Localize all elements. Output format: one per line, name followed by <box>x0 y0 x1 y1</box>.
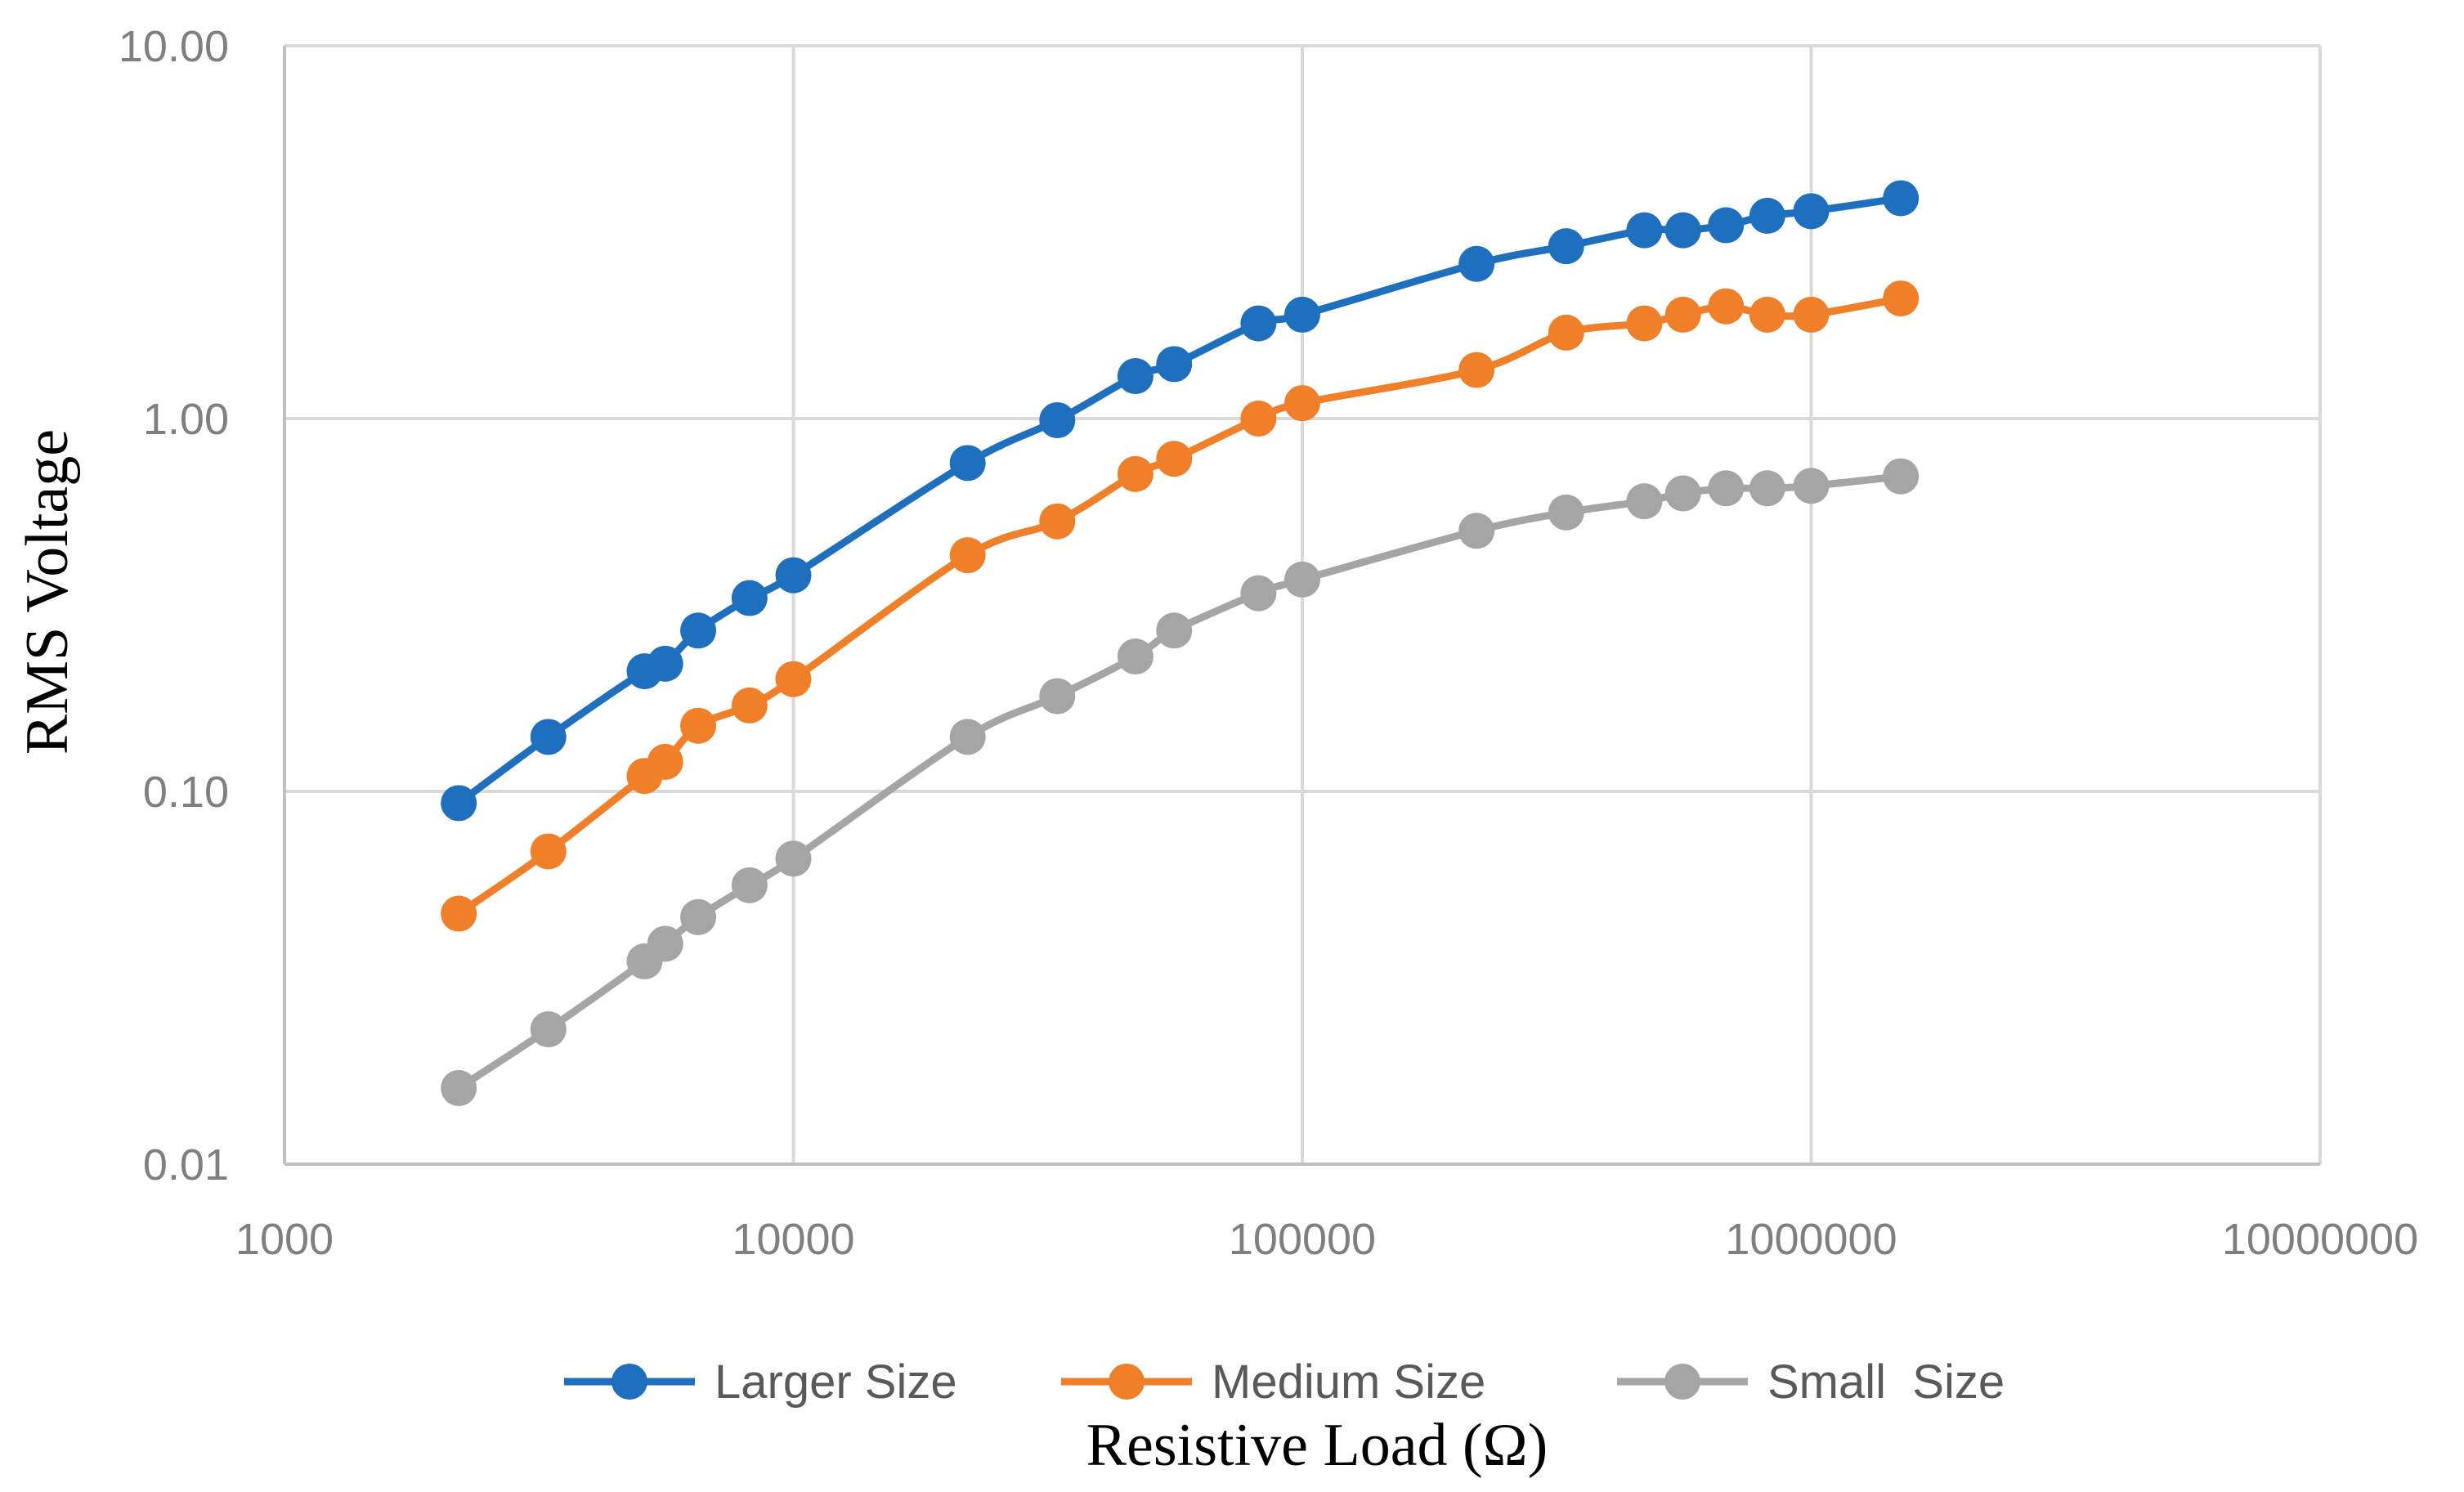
data-point <box>1793 193 1830 230</box>
data-point <box>775 557 812 594</box>
x-tick-label: 1000 <box>235 1215 334 1264</box>
data-point <box>1548 494 1584 531</box>
data-point <box>1117 455 1154 492</box>
data-point <box>1240 401 1277 437</box>
data-point <box>680 898 717 935</box>
data-point <box>680 612 717 649</box>
data-point <box>1626 483 1663 520</box>
data-point <box>949 445 986 482</box>
data-point <box>647 743 683 780</box>
data-point <box>1793 296 1830 333</box>
data-point <box>731 580 768 616</box>
data-point <box>530 719 567 755</box>
data-point <box>731 867 768 903</box>
data-point <box>1708 207 1745 244</box>
data-point <box>1458 245 1495 282</box>
legend-label: Medium Size <box>1212 1355 1485 1409</box>
data-point <box>1156 346 1193 383</box>
legend-item-small-size: Small Size <box>1617 1355 2005 1409</box>
legend-label: Small Size <box>1767 1355 2005 1409</box>
data-point <box>1548 314 1584 351</box>
data-point <box>1708 470 1745 507</box>
legend-swatch-marker <box>612 1364 647 1400</box>
data-point <box>1284 561 1320 598</box>
legend: Larger Size Medium Size Small Size <box>564 1355 2005 1409</box>
data-point <box>441 1069 477 1106</box>
data-point <box>949 537 986 574</box>
data-point <box>1039 503 1076 540</box>
data-point <box>1749 470 1785 507</box>
data-point <box>1156 441 1193 477</box>
data-point <box>1708 288 1745 325</box>
data-point <box>1883 180 1920 217</box>
data-series <box>441 180 1920 1106</box>
data-point <box>731 687 768 724</box>
y-tick-label: 0.10 <box>143 768 229 817</box>
tick-labels: 1000 10000 100000 1000000 10000000 0.01 0.10 1.… <box>119 22 2418 1264</box>
legend-swatch-marker <box>1109 1364 1145 1400</box>
data-point <box>1284 296 1320 333</box>
series-small-size <box>441 458 1920 1106</box>
data-point <box>647 925 683 962</box>
data-point <box>1749 197 1785 234</box>
series-line-medium-size <box>455 294 1905 918</box>
legend-label: Larger Size <box>715 1355 957 1409</box>
data-point <box>1458 352 1495 388</box>
data-point <box>1458 513 1495 549</box>
data-point <box>680 707 717 744</box>
data-point <box>530 1011 567 1048</box>
data-point <box>441 895 477 932</box>
data-point <box>949 719 986 755</box>
data-point <box>1749 296 1785 333</box>
legend-swatch-marker <box>1664 1364 1700 1400</box>
legend-item-medium-size: Medium Size <box>1061 1355 1485 1409</box>
data-point <box>1548 228 1584 265</box>
series-line-small-size <box>455 473 1905 1092</box>
data-point <box>1883 458 1920 495</box>
data-point <box>1626 305 1663 342</box>
data-point <box>1240 305 1277 342</box>
data-point <box>1626 212 1663 249</box>
data-point <box>1240 575 1277 612</box>
data-point <box>775 661 812 697</box>
data-point <box>775 840 812 877</box>
data-point <box>1664 296 1701 333</box>
data-point <box>1664 475 1701 512</box>
data-point <box>1883 280 1920 317</box>
series-larger-size <box>441 180 1920 822</box>
data-point <box>530 833 567 870</box>
x-tick-label: 1000000 <box>1725 1215 1897 1264</box>
y-tick-label: 10.00 <box>119 22 229 71</box>
x-tick-label: 10000 <box>732 1215 854 1264</box>
axes <box>283 46 2320 1166</box>
y-tick-label: 0.01 <box>143 1140 229 1190</box>
data-point <box>1664 212 1701 249</box>
data-point <box>1117 358 1154 395</box>
data-point <box>647 645 683 682</box>
data-point <box>1793 468 1830 504</box>
data-point <box>1156 612 1193 649</box>
x-tick-label: 10000000 <box>2222 1215 2418 1264</box>
series-medium-size <box>441 280 1920 932</box>
x-tick-label: 100000 <box>1229 1215 1376 1264</box>
y-tick-label: 1.00 <box>143 395 229 444</box>
data-point <box>441 785 477 822</box>
data-point <box>1117 638 1154 675</box>
x-axis-title: Resistive Load (Ω) <box>1086 1412 1548 1479</box>
data-point <box>1039 678 1076 715</box>
y-axis-title: RMS Voltage <box>14 429 81 755</box>
data-point <box>1284 385 1320 422</box>
data-point <box>1039 401 1076 438</box>
legend-item-larger-size: Larger Size <box>564 1355 957 1409</box>
